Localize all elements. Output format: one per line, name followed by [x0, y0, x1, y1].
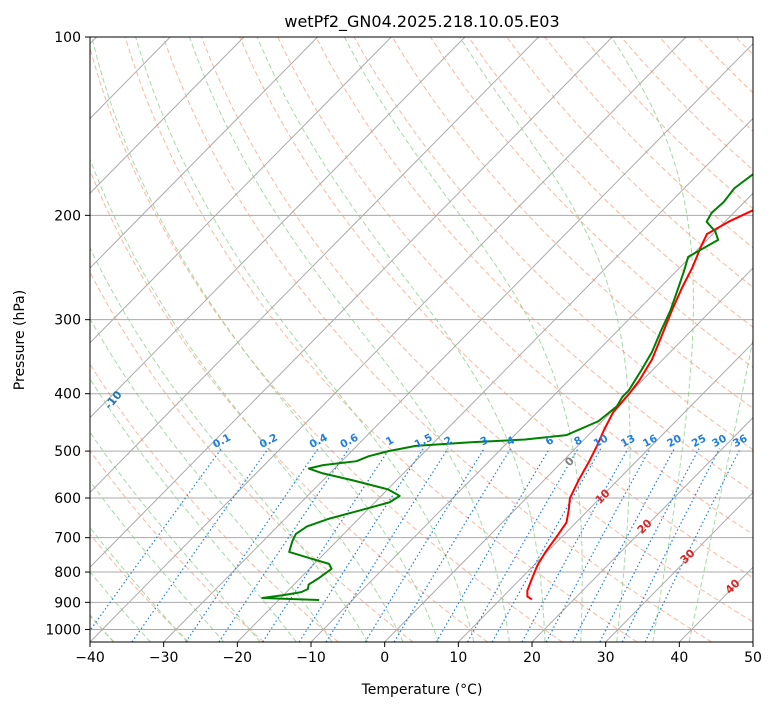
x-tick-label: 0 — [380, 650, 389, 666]
isotherm-line — [163, 42, 753, 642]
y-tick-label: 800 — [54, 565, 81, 581]
x-tick-label: −30 — [149, 650, 179, 666]
dewpoint-line — [261, 173, 753, 602]
dry-adiabat-line — [90, 533, 190, 642]
plot-background — [90, 37, 753, 642]
x-tick-label: −40 — [75, 650, 105, 666]
moist-adiabat-line — [90, 157, 404, 642]
dry-adiabat-line — [315, 37, 753, 493]
mixing-ratio-line — [599, 448, 700, 642]
dry-adiabat-line — [124, 37, 638, 642]
mixing-ratio-line — [90, 448, 222, 632]
y-tick-label: 100 — [54, 30, 81, 46]
x-tick-label: 10 — [449, 650, 467, 666]
moist-adiabat-line — [91, 37, 439, 642]
isotherm-line — [310, 192, 753, 642]
x-tick-label: 50 — [744, 650, 762, 666]
moist-adiabat-line — [90, 377, 297, 642]
dry-adiabat-line — [239, 37, 753, 579]
mixing-ratio-line — [262, 448, 391, 642]
isotherm-line — [90, 37, 539, 494]
dry-adiabat-line — [468, 37, 753, 328]
y-tick-label: 400 — [54, 387, 81, 403]
mixing-ratio-line — [435, 448, 551, 642]
y-axis-label: Pressure (hPa) — [12, 290, 28, 390]
mixing-ratio-line — [185, 448, 319, 642]
mixing-ratio-line — [621, 448, 721, 642]
mixing-ratio-line — [393, 448, 512, 642]
moist-adiabat-line — [611, 37, 694, 642]
moist-adiabat-line — [256, 37, 546, 642]
isotherm-line — [90, 37, 318, 269]
mixing-ratio-line — [298, 448, 424, 642]
moist-adiabat-line — [90, 571, 151, 642]
plot-frame — [89, 36, 754, 643]
isotherm-line — [90, 37, 245, 194]
dry-adiabat-line — [353, 37, 753, 451]
isotherm-line — [752, 641, 753, 642]
moist-adiabat-line — [189, 37, 510, 642]
mixing-ratio-line — [491, 448, 602, 642]
x-tick-label: −20 — [223, 650, 253, 666]
isotherm-line — [236, 117, 753, 642]
moist-adiabat-line — [90, 246, 369, 642]
y-tick-label: 1000 — [45, 622, 81, 638]
isotherm-line — [531, 416, 753, 642]
background-lines — [90, 37, 753, 642]
moist-adiabat-line — [459, 37, 631, 642]
x-tick-label: 20 — [523, 650, 541, 666]
isotherm-line — [90, 37, 613, 568]
x-tick-label: 40 — [670, 650, 688, 666]
y-tick-label: 500 — [54, 444, 81, 460]
mixing-ratio-line — [218, 448, 350, 642]
y-tick-label: 200 — [54, 208, 81, 224]
dry-adiabat-line — [200, 37, 753, 623]
dry-adiabat-line — [391, 37, 753, 409]
series-layer — [261, 173, 753, 602]
x-tick-label: −10 — [296, 650, 326, 666]
y-tick-label: 300 — [54, 313, 81, 329]
moist-adiabat-line — [90, 480, 225, 642]
moist-adiabat-line — [90, 431, 261, 642]
y-tick-label: 600 — [54, 491, 81, 507]
dry-adiabat-line — [162, 37, 712, 642]
isotherm-line — [90, 37, 392, 344]
y-tick-label: 700 — [54, 531, 81, 547]
isotherm-line — [90, 37, 466, 419]
x-axis-label: Temperature (°C) — [361, 682, 483, 698]
axis-ticks: −40 −30 −20 −10 0 10 20 30 40 50 100 200 300 400 500 60… — [45, 30, 762, 666]
moist-adiabat-line — [688, 336, 753, 642]
moist-adiabat-line — [90, 526, 188, 642]
y-tick-label: 900 — [54, 595, 81, 611]
moist-adiabat-line — [135, 37, 475, 642]
isotherm-line — [384, 267, 753, 642]
temperature-line — [526, 209, 753, 601]
dry-adiabat-line — [90, 46, 563, 642]
x-tick-label: 30 — [597, 650, 615, 666]
isotherm-line — [605, 491, 753, 642]
mixing-ratio-line — [521, 448, 629, 642]
chart-title: wetPf2_GN04.2025.218.10.05.E03 — [284, 12, 559, 32]
mixing-ratio-line — [325, 448, 449, 642]
mixing-ratio-line — [644, 448, 741, 642]
isotherm-line — [457, 342, 753, 642]
isotherm-line — [90, 37, 687, 642]
mixing-ratio-line — [364, 448, 485, 642]
mixing-ratio-line — [131, 448, 269, 642]
dry-adiabat-line — [90, 271, 414, 642]
